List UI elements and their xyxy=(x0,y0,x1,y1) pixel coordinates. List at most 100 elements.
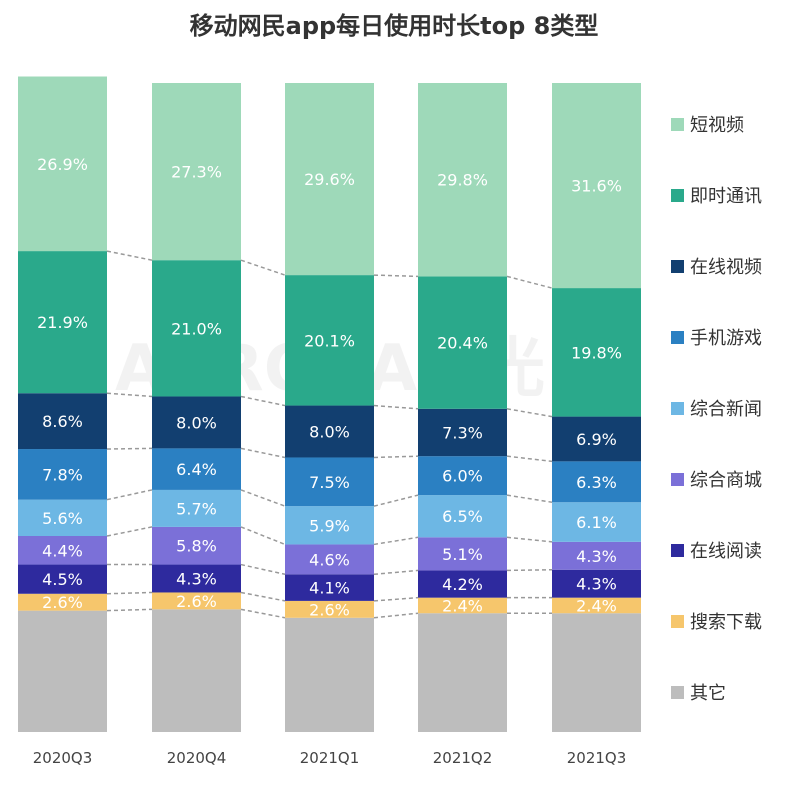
data-label: 4.4% xyxy=(42,541,83,560)
x-tick-label: 2020Q3 xyxy=(33,749,93,767)
legend-label: 在线视频 xyxy=(690,257,762,278)
bar-segment xyxy=(552,83,641,289)
bar-segment xyxy=(18,564,107,594)
bar-segment xyxy=(418,408,507,457)
legend-label: 手机游戏 xyxy=(690,328,762,349)
legend-label: 综合商城 xyxy=(690,470,762,491)
legend-label: 短视频 xyxy=(690,115,744,136)
data-label: 5.1% xyxy=(442,545,483,564)
connector-line xyxy=(373,569,419,576)
bar-segment xyxy=(152,83,241,261)
bar-segment xyxy=(152,609,241,732)
connector-line xyxy=(106,250,153,261)
connector-line xyxy=(373,274,419,278)
data-label: 4.1% xyxy=(309,579,350,598)
data-label: 5.9% xyxy=(309,516,350,535)
legend-label: 搜索下载 xyxy=(690,612,762,633)
bar-segment xyxy=(552,541,641,570)
data-label: 6.4% xyxy=(176,460,217,479)
bar-segment xyxy=(418,597,507,614)
bar-segment xyxy=(18,393,107,450)
bar-segment xyxy=(418,537,507,571)
bar-segment xyxy=(285,506,374,545)
bar-segment xyxy=(285,83,374,276)
bar-segment xyxy=(285,617,374,732)
data-label: 2.4% xyxy=(576,596,617,615)
legend-swatch xyxy=(671,544,684,557)
data-label: 8.0% xyxy=(176,413,217,432)
connector-line xyxy=(240,395,286,407)
legend-swatch xyxy=(671,615,684,628)
connector-line xyxy=(240,563,286,576)
connector-line xyxy=(240,259,286,276)
data-label: 27.3% xyxy=(171,163,222,182)
data-label: 20.1% xyxy=(304,331,355,350)
bar-segment xyxy=(18,593,107,611)
bar-segment xyxy=(418,276,507,409)
data-label: 4.5% xyxy=(42,570,83,589)
chart-title: 移动网民app每日使用时长top 8类型 xyxy=(189,12,599,40)
data-label: 8.0% xyxy=(309,423,350,442)
bar-segment xyxy=(152,260,241,397)
bar-segment xyxy=(152,592,241,610)
legend-swatch xyxy=(671,331,684,344)
data-label: 4.3% xyxy=(176,570,217,589)
bar-segment xyxy=(285,574,374,601)
connector-line xyxy=(240,447,286,459)
legend-swatch xyxy=(671,402,684,415)
data-label: 20.4% xyxy=(437,334,488,353)
bar-segment xyxy=(152,448,241,490)
data-label: 4.6% xyxy=(309,550,350,569)
connector-line xyxy=(506,494,553,503)
bar-segment xyxy=(418,495,507,538)
data-label: 26.9% xyxy=(37,155,88,174)
bar-segment xyxy=(152,489,241,527)
legend-label: 综合新闻 xyxy=(690,399,762,420)
data-label: 6.1% xyxy=(576,513,617,532)
legend-swatch xyxy=(671,473,684,486)
data-label: 29.6% xyxy=(304,170,355,189)
bar-segment xyxy=(552,569,641,598)
bar-segment xyxy=(18,610,107,732)
connector-line xyxy=(506,536,553,543)
connector-line xyxy=(106,591,153,595)
connector-line xyxy=(373,596,419,602)
bar-segment xyxy=(552,613,641,732)
bar-segment xyxy=(18,251,107,394)
bar-segment xyxy=(418,570,507,598)
legend-swatch xyxy=(671,189,684,202)
data-label: 4.3% xyxy=(576,575,617,594)
legend-label: 即时通讯 xyxy=(690,186,762,207)
bar-segment xyxy=(152,526,241,565)
data-label: 19.8% xyxy=(571,343,622,362)
bar-segment xyxy=(18,499,107,537)
data-label: 5.8% xyxy=(176,537,217,556)
data-label: 7.5% xyxy=(309,473,350,492)
connector-line xyxy=(106,489,153,501)
connector-line xyxy=(373,404,419,410)
data-label: 6.3% xyxy=(576,473,617,492)
connector-line xyxy=(240,608,286,619)
bar-segment xyxy=(552,288,641,417)
data-label: 5.6% xyxy=(42,509,83,528)
legend-label: 在线阅读 xyxy=(690,541,762,562)
bar-segment xyxy=(418,613,507,732)
data-label: 6.9% xyxy=(576,430,617,449)
connector-line xyxy=(506,275,553,289)
connector-line xyxy=(106,392,153,398)
data-label: 2.6% xyxy=(42,593,83,612)
connector-line xyxy=(373,494,419,507)
data-label: 2.6% xyxy=(176,592,217,611)
x-tick-label: 2021Q1 xyxy=(300,749,360,767)
bar-segment xyxy=(285,544,374,575)
data-label: 21.0% xyxy=(171,319,222,338)
bar-segment xyxy=(552,597,641,614)
bar-segment xyxy=(285,275,374,406)
data-label: 29.8% xyxy=(437,171,488,190)
data-label: 5.7% xyxy=(176,499,217,518)
legend-swatch xyxy=(671,118,684,131)
bar-segment xyxy=(552,416,641,462)
data-label: 4.3% xyxy=(576,547,617,566)
bar-segment xyxy=(418,83,507,277)
data-label: 21.9% xyxy=(37,313,88,332)
